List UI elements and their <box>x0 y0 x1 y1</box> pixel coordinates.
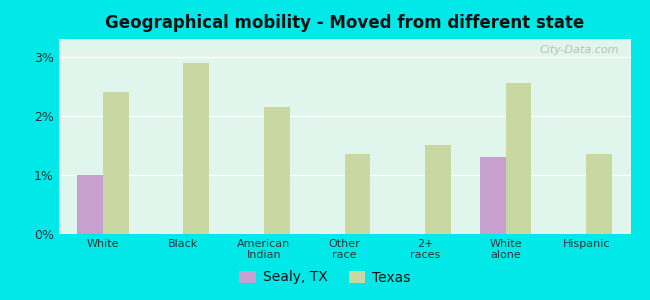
Text: City-Data.com: City-Data.com <box>540 45 619 55</box>
Bar <box>506 83 532 234</box>
Bar <box>480 157 506 234</box>
Bar <box>77 175 103 234</box>
Bar <box>103 92 129 234</box>
Title: Geographical mobility - Moved from different state: Geographical mobility - Moved from diffe… <box>105 14 584 32</box>
Bar <box>586 154 612 234</box>
Bar <box>183 63 209 234</box>
Bar <box>425 146 451 234</box>
Bar <box>344 154 370 234</box>
Bar <box>264 107 290 234</box>
Legend: Sealy, TX, Texas: Sealy, TX, Texas <box>234 265 416 290</box>
